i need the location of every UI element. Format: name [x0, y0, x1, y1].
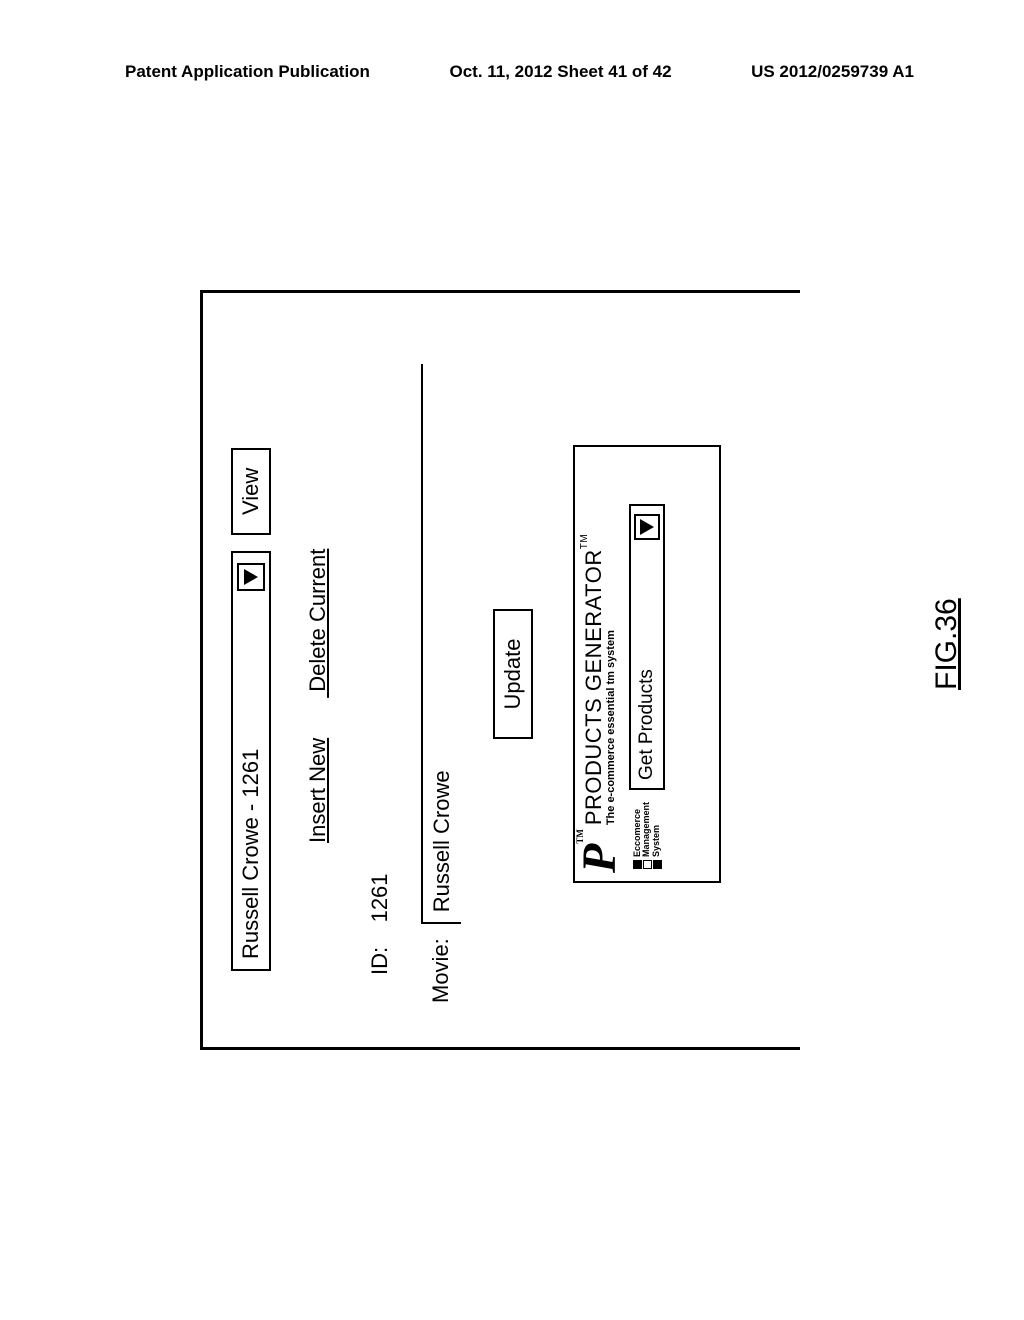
page: Patent Application Publication Oct. 11, …: [0, 0, 1024, 1320]
movie-row: Movie: Russell Crowe: [421, 327, 461, 1003]
top-row: Russell Crowe - 1261 View: [231, 327, 271, 971]
header-center: Oct. 11, 2012 Sheet 41 of 42: [449, 62, 671, 82]
action-links: Insert New Delete Current: [305, 327, 331, 843]
get-products-arrow-box[interactable]: [634, 514, 660, 540]
id-row: ID: 1261: [367, 327, 393, 975]
products-generator-panel: PTM PRODUCTS GENERATORTM The e-commerce …: [573, 445, 721, 883]
title-tm: TM: [579, 534, 590, 549]
logo-tm: TM: [575, 829, 585, 844]
header-right: US 2012/0259739 A1: [751, 62, 914, 82]
view-button[interactable]: View: [231, 448, 271, 535]
get-products-select[interactable]: Get Products: [629, 504, 665, 790]
generator-bottom: Eccomerce Management System Get Products: [629, 455, 665, 869]
dropdown-arrow-box[interactable]: [237, 563, 265, 591]
square-filled-icon-2: [653, 860, 662, 869]
id-label: ID:: [367, 947, 392, 975]
generator-title: PRODUCTS GENERATORTM: [581, 534, 607, 825]
movie-label: Movie:: [428, 938, 454, 1003]
page-header: Patent Application Publication Oct. 11, …: [0, 62, 1024, 82]
record-select[interactable]: Russell Crowe - 1261: [231, 551, 271, 971]
chevron-down-icon: [244, 569, 258, 585]
view-button-label: View: [238, 468, 264, 515]
movie-input[interactable]: Russell Crowe: [421, 364, 461, 924]
figure-wrap: Russell Crowe - 1261 View Insert New Del…: [120, 170, 920, 1180]
update-button-label: Update: [500, 639, 526, 710]
generator-title-text: PRODUCTS GENERATOR: [581, 549, 606, 825]
header-left: Patent Application Publication: [125, 62, 370, 82]
square-filled-icon: [633, 860, 642, 869]
figure-label: FIG.36: [930, 598, 964, 690]
rotated-figure: Russell Crowe - 1261 View Insert New Del…: [200, 170, 800, 1050]
get-products-label: Get Products: [636, 669, 658, 780]
p-logo-icon: PTM: [581, 827, 619, 873]
ems-3: System: [652, 825, 662, 857]
chevron-down-icon-2: [640, 519, 654, 535]
delete-current-link[interactable]: Delete Current: [305, 549, 330, 692]
generator-header: PTM PRODUCTS GENERATORTM The e-commerce …: [581, 455, 619, 873]
ems-label: Eccomerce Management System: [633, 802, 663, 869]
generator-title-wrap: PRODUCTS GENERATORTM The e-commerce esse…: [581, 534, 617, 825]
square-outline-icon: [643, 860, 652, 869]
movie-input-value: Russell Crowe: [429, 770, 455, 912]
generator-subtitle: The e-commerce essential tm system: [605, 534, 617, 825]
insert-new-link[interactable]: Insert New: [305, 738, 330, 843]
record-select-value: Russell Crowe - 1261: [238, 749, 264, 959]
app-window: Russell Crowe - 1261 View Insert New Del…: [200, 290, 800, 1050]
id-value: 1261: [367, 873, 392, 922]
update-button[interactable]: Update: [493, 609, 533, 739]
